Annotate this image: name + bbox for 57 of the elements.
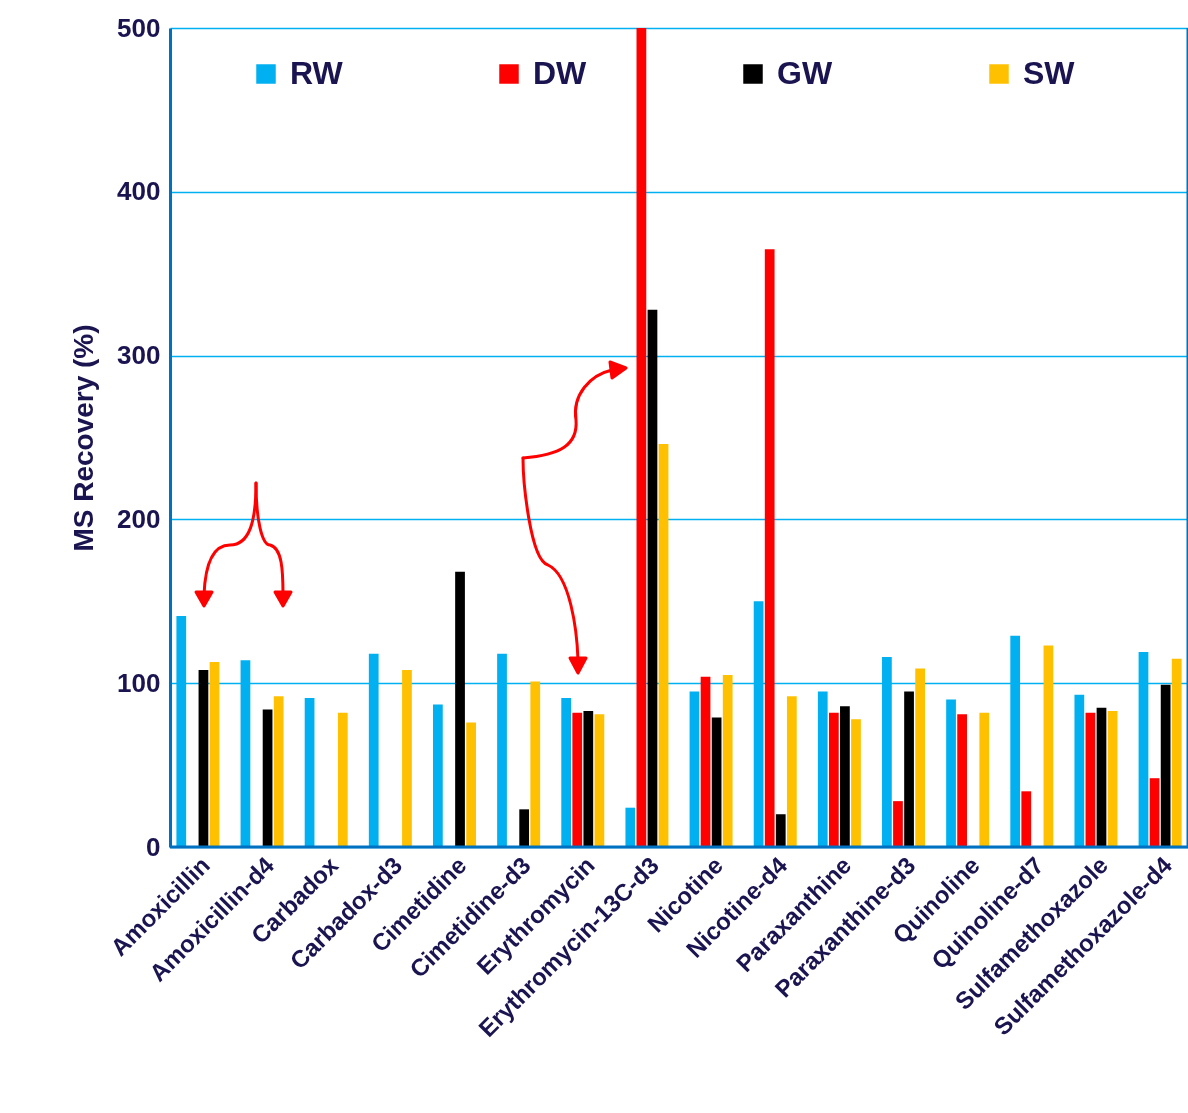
bar <box>647 309 658 847</box>
y-tick-label: 500 <box>117 12 161 43</box>
bar <box>262 709 273 847</box>
bar <box>337 712 348 847</box>
bar <box>904 691 914 847</box>
bar <box>828 712 839 847</box>
bar <box>304 697 315 847</box>
bar <box>466 722 476 847</box>
bar <box>1107 711 1118 847</box>
bar <box>1160 684 1171 847</box>
bar <box>764 249 775 847</box>
bar <box>786 696 797 847</box>
bar <box>273 696 284 847</box>
bar <box>583 711 594 847</box>
y-tick-label: 200 <box>117 503 161 534</box>
bar <box>722 675 733 847</box>
bar <box>572 712 583 847</box>
bar <box>209 661 220 847</box>
bar <box>561 697 572 847</box>
bar <box>594 714 605 847</box>
bar <box>979 712 990 847</box>
bar <box>817 691 828 847</box>
bar <box>198 670 209 847</box>
bar <box>851 719 861 847</box>
bar <box>636 28 647 847</box>
bar <box>402 670 412 847</box>
bar <box>1096 707 1107 847</box>
legend-label: GW <box>777 55 833 91</box>
bar <box>1074 694 1085 847</box>
bar <box>711 717 722 847</box>
bar <box>530 681 541 847</box>
bar <box>658 444 669 847</box>
legend-label: DW <box>533 55 588 91</box>
bar <box>775 814 786 847</box>
y-tick-label: 400 <box>117 176 161 207</box>
bar <box>433 704 443 847</box>
bar <box>1021 791 1032 847</box>
bar <box>893 801 903 847</box>
bar <box>1171 658 1182 847</box>
bar <box>915 668 925 847</box>
y-tick-label: 300 <box>117 340 161 371</box>
bar <box>1149 778 1160 847</box>
bar <box>1043 645 1054 847</box>
bar <box>1085 712 1096 847</box>
bar <box>625 807 636 847</box>
bar <box>957 714 967 847</box>
bar <box>455 571 465 847</box>
legend-label: SW <box>1023 55 1076 91</box>
bar <box>840 706 850 847</box>
bar <box>689 691 700 847</box>
bar <box>946 699 956 847</box>
bar <box>700 676 711 847</box>
legend-label: RW <box>290 55 344 91</box>
y-tick-label: 0 <box>146 831 161 862</box>
y-axis-title: MS Recovery (%) <box>68 324 100 552</box>
bar <box>519 809 530 847</box>
y-tick-label: 100 <box>117 667 161 698</box>
